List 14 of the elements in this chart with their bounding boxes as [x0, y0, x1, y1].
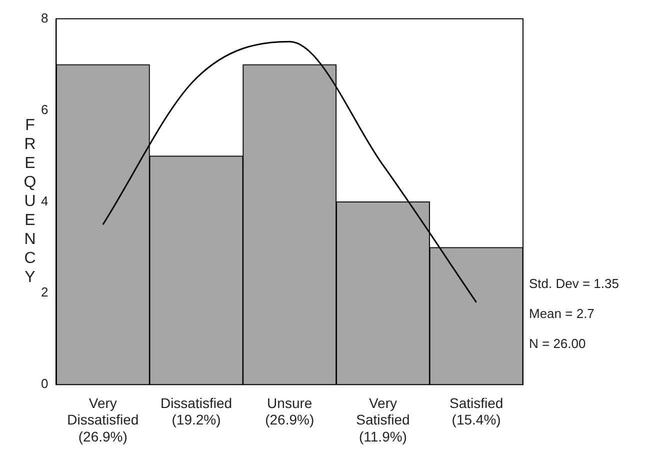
y-tick-label: 6	[40, 102, 48, 117]
text: Std. Dev = 1.35	[529, 276, 619, 292]
x-tick-label: Very Dissatisfied (26.9%)	[67, 394, 139, 444]
y-tick-label: 2	[40, 284, 48, 300]
x-tick-label: Very Satisfied (11.9%)	[356, 394, 410, 444]
y-tick-label: 4	[40, 193, 48, 208]
text: N = 26.00	[529, 336, 586, 352]
text: Mean = 2.7	[529, 306, 594, 322]
x-tick-label: Dissatisfied (19.2%)	[160, 394, 232, 428]
x-tick-label: Unsure (26.9%)	[265, 394, 314, 428]
x-tick-label: Satisfied (15.4%)	[449, 394, 504, 428]
text: FREQUENCY	[24, 117, 36, 286]
y-tick-label: 8	[40, 10, 48, 26]
y-tick-label: 0	[40, 376, 48, 392]
